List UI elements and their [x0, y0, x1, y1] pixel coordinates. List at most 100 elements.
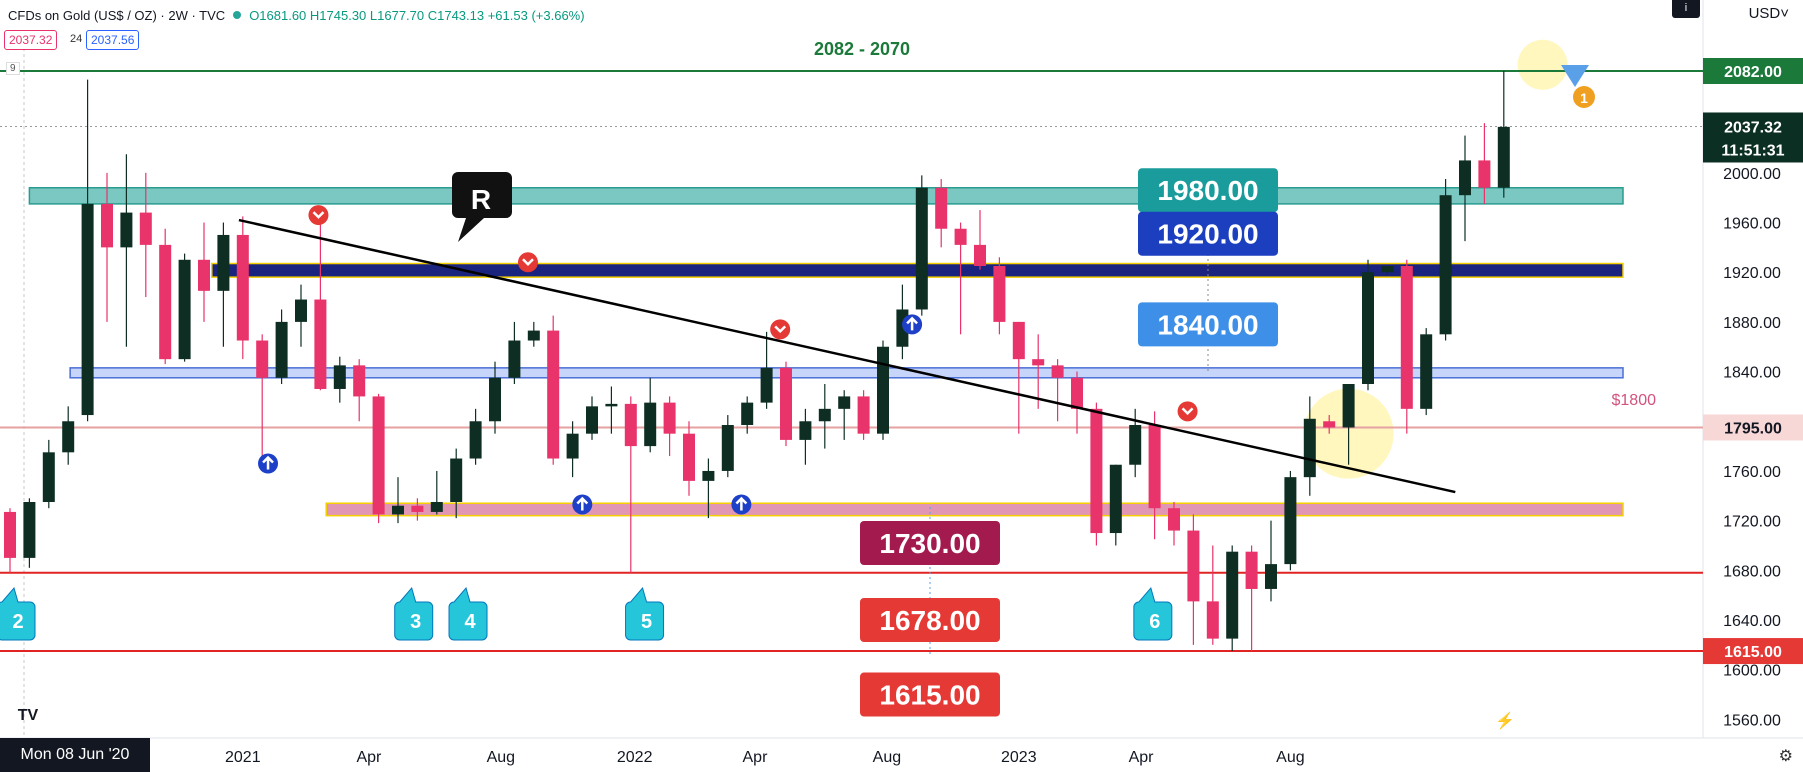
candle-body: [624, 403, 637, 447]
time-tick-label: 2022: [617, 749, 653, 766]
arrow-up-icon: [902, 314, 923, 335]
candle: [508, 321, 521, 384]
candle: [1226, 545, 1239, 652]
candle: [586, 396, 598, 440]
candle: [1187, 514, 1200, 645]
candle-body: [217, 234, 230, 291]
candle-body: [1090, 408, 1103, 534]
candle: [1090, 402, 1103, 546]
arrow-down-chevron: [312, 211, 325, 219]
zone-teal: [28, 186, 1624, 205]
candle: [780, 361, 792, 447]
candle-body: [1439, 195, 1452, 335]
axis-flag-box: [1703, 414, 1803, 441]
candle: [411, 498, 424, 521]
candle: [605, 386, 618, 434]
level-label-box: [1138, 211, 1278, 256]
crosshair-date-label: Mon 08 Jun '20: [0, 738, 150, 772]
candle-body: [683, 433, 695, 481]
candle-body: [198, 259, 210, 291]
candle: [178, 253, 191, 362]
candle-body: [1303, 418, 1316, 478]
spread-label: 24: [66, 30, 87, 48]
ask-badge[interactable]: 2037.56: [86, 30, 140, 50]
price-tick-label: 1960.00: [1723, 216, 1781, 233]
candle: [314, 222, 327, 391]
ohlc-readout: O1681.60 H1745.30 L1677.70 C1743.13 +61.…: [249, 7, 585, 23]
candle: [935, 179, 948, 248]
axis-flag-label: 1795.00: [1724, 420, 1782, 437]
price-tick-label: 1920.00: [1723, 265, 1781, 282]
candle-body: [1284, 477, 1297, 565]
symbol-label[interactable]: CFDs on Gold (US$ / OZ) · 2W · TVC: [8, 7, 226, 23]
candle-body: [1051, 365, 1064, 378]
r-callout-bubble: [452, 172, 512, 242]
candle: [1148, 411, 1161, 540]
candle-body: [372, 396, 385, 515]
candle: [1420, 328, 1433, 416]
candle: [1400, 259, 1413, 434]
currency-selector[interactable]: USD˅: [1748, 5, 1789, 22]
candle: [333, 356, 346, 403]
zone-pink: [325, 502, 1624, 517]
price-tick-label: 1680.00: [1723, 563, 1781, 580]
wave-callout-label: 5: [641, 611, 652, 633]
info-icon[interactable]: i: [1672, 0, 1700, 18]
wave-callout-bubble: [394, 586, 434, 641]
candle: [392, 477, 404, 524]
time-tick-label: Aug: [1276, 749, 1304, 766]
price-flag-timer: 11:51:31: [1721, 142, 1784, 159]
wave-callout-3: 3: [394, 586, 434, 641]
candle-body: [411, 505, 424, 512]
candle: [1439, 179, 1452, 341]
candle: [818, 384, 831, 449]
level-label: 1920.00: [1157, 219, 1258, 250]
candle: [120, 154, 133, 347]
candle: [430, 470, 443, 515]
level-label: 1840.00: [1157, 309, 1258, 340]
bid-badge[interactable]: 2037.32: [4, 30, 58, 50]
candle-body: [430, 502, 443, 512]
candle: [741, 396, 754, 434]
candle: [256, 334, 269, 459]
candle-body: [877, 346, 889, 434]
medal-icon: [1573, 86, 1595, 108]
price-tick-label: 1880.00: [1723, 315, 1781, 332]
candle-body: [721, 424, 734, 471]
candle: [1478, 123, 1491, 204]
candle-body: [993, 266, 1006, 322]
time-tick-label: 2023: [1001, 749, 1037, 766]
candle: [1497, 70, 1510, 198]
wave-callout-bubble: [0, 586, 36, 641]
candle: [1051, 359, 1064, 422]
candle: [81, 79, 94, 422]
candle: [1168, 502, 1180, 546]
candle-body: [178, 259, 191, 360]
axis-flag-box: [1703, 57, 1803, 84]
candle-body: [469, 421, 482, 459]
wave-callout-bubble: [1133, 586, 1173, 641]
arrow-up-icon: [731, 494, 752, 515]
price-tick-label: 1840.00: [1723, 365, 1781, 382]
candle-body: [508, 340, 521, 378]
arrow-down-chevron: [522, 258, 534, 267]
candle-body: [527, 330, 540, 341]
wave-callout-4: 4: [448, 586, 488, 641]
wave-callout-label: 3: [410, 611, 421, 633]
candle-body: [236, 234, 249, 341]
level-label-box: [1138, 302, 1278, 347]
wave-callout-6: 6: [1133, 586, 1173, 641]
interval-marker[interactable]: 9: [6, 62, 20, 75]
candle: [857, 390, 870, 440]
medal-label: 1: [1580, 90, 1588, 106]
candle: [838, 390, 851, 440]
arrow-up-glyph: [262, 455, 274, 470]
price-flag-label: 2037.32: [1724, 119, 1782, 136]
candle-body: [1459, 160, 1471, 196]
settings-gear-icon[interactable]: ⚙: [1778, 748, 1793, 765]
arrow-up-glyph: [576, 496, 589, 511]
candle: [489, 361, 501, 434]
arrow-down-circle: [517, 252, 538, 273]
candle-body: [780, 367, 792, 440]
